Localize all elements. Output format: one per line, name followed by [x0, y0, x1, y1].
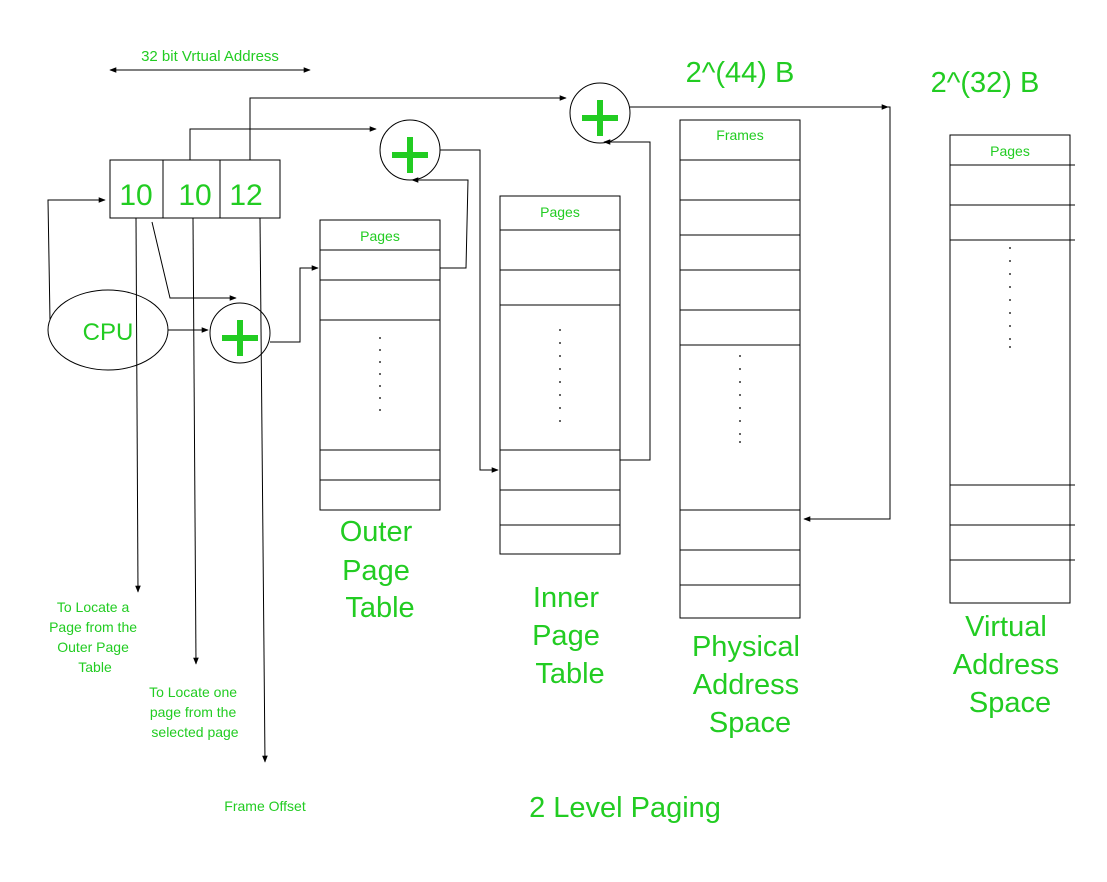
inner-entry-to-adder-arrow — [603, 139, 651, 461]
outer-table-ellipsis — [379, 337, 381, 411]
virtual-address-register: 10 10 12 — [109, 159, 281, 219]
inner-index-note: To Locate one page from the selected pag… — [149, 684, 241, 740]
physical-space-ellipsis — [739, 355, 741, 443]
adder-to-outer-table-arrow — [270, 265, 319, 343]
cpu-to-register-arrow — [47, 197, 106, 321]
offset-down-arrow — [259, 217, 268, 763]
physical-address-space: Frames — [679, 119, 801, 619]
inner-index-to-adder-arrow — [189, 126, 377, 160]
outer-index-field: 10 — [119, 179, 152, 212]
outer-index-note: To Locate a Page from the Outer Page Tab… — [49, 599, 141, 675]
diagram-title: 2 Level Paging — [529, 792, 721, 824]
virtual-space-ellipsis — [1009, 247, 1011, 348]
inner-table-header: Pages — [540, 204, 580, 220]
outer-table-caption: Outer Page Table — [340, 516, 421, 624]
offset-field: 12 — [229, 179, 262, 212]
virtual-address-space: Pages — [949, 134, 1075, 604]
outer-table-header: Pages — [360, 228, 400, 244]
outer-index-to-adder-arrow — [151, 221, 237, 301]
cpu-label: CPU — [83, 319, 134, 346]
address-width-label: 32 bit Vrtual Address — [141, 48, 279, 65]
adder-to-inner-table-arrow — [440, 149, 499, 473]
outer-entry-to-adder-arrow — [411, 177, 469, 269]
physical-space-caption: Physical Address Space — [692, 631, 808, 739]
virtual-space-header: Pages — [990, 143, 1030, 159]
inner-page-table: Pages — [499, 195, 621, 555]
inner-index-field: 10 — [178, 179, 211, 212]
inner-table-ellipsis — [559, 329, 561, 422]
physical-space-header: Frames — [716, 127, 763, 143]
inner-table-caption: Inner Page Table — [532, 582, 608, 690]
adder-to-frame-arrow — [630, 106, 891, 522]
virtual-space-caption: Virtual Address Space — [953, 611, 1067, 719]
outer-page-table: Pages — [319, 219, 441, 511]
inner-index-down-arrow — [192, 217, 199, 665]
outer-index-down-arrow — [135, 217, 141, 593]
virtual-space-size: 2^(32) B — [931, 67, 1040, 99]
physical-space-size: 2^(44) B — [686, 57, 795, 89]
offset-to-adder-arrow — [249, 95, 567, 160]
offset-note: Frame Offset — [224, 798, 306, 814]
